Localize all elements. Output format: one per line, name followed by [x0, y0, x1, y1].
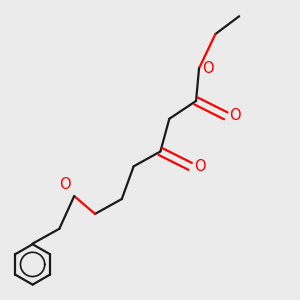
- Text: O: O: [194, 159, 205, 174]
- Text: O: O: [60, 177, 71, 192]
- Text: O: O: [202, 61, 214, 76]
- Text: O: O: [230, 108, 241, 123]
